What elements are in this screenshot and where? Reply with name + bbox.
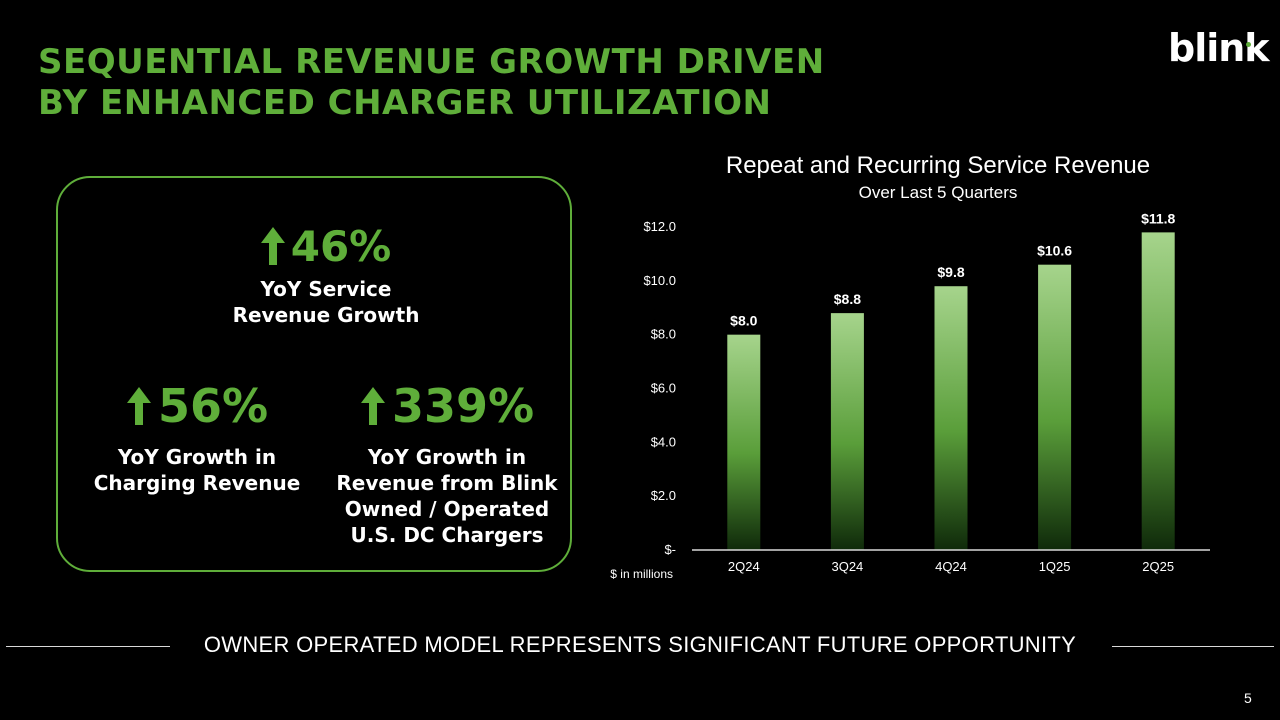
logo-dot bbox=[1246, 42, 1251, 47]
chart-title: Repeat and Recurring Service Revenue bbox=[725, 152, 1151, 179]
kpi-dc-value-row: 339% bbox=[320, 378, 574, 434]
x-tick-label: 1Q25 bbox=[1039, 559, 1071, 574]
kpi-charging-revenue: 56% YoY Growth in Charging Revenue bbox=[72, 378, 322, 496]
bar-3Q24 bbox=[830, 313, 864, 550]
y-tick-label: $10.0 bbox=[643, 273, 676, 288]
footer-rule-right bbox=[1112, 646, 1274, 647]
footer-tagline: OWNER OPERATED MODEL REPRESENTS SIGNIFIC… bbox=[203, 632, 1077, 657]
bar-4Q24 bbox=[934, 286, 968, 550]
kpi-service-value: 46% bbox=[290, 221, 392, 271]
y-tick-label: $- bbox=[664, 542, 676, 557]
data-label: $11.8 bbox=[1141, 210, 1175, 226]
x-tick-label: 3Q24 bbox=[831, 559, 863, 574]
data-label: $8.8 bbox=[834, 291, 861, 307]
kpi-dc-value: 339% bbox=[391, 379, 535, 433]
kpi-service-label: YoY Service Revenue Growth bbox=[186, 276, 466, 328]
kpi-service-label-line1: YoY Service bbox=[260, 277, 392, 301]
page-number: 5 bbox=[1244, 690, 1252, 706]
data-label: $8.0 bbox=[730, 313, 757, 329]
y-tick-label: $8.0 bbox=[651, 327, 676, 342]
chart-subtitle: Over Last 5 Quarters bbox=[858, 183, 1018, 202]
kpi-panel: 46% YoY Service Revenue Growth 56% YoY G… bbox=[56, 176, 572, 572]
y-tick-label: $2.0 bbox=[651, 488, 676, 503]
kpi-dc-label: YoY Growth in Revenue from Blink Owned /… bbox=[320, 444, 574, 548]
kpi-service-label-line2: Revenue Growth bbox=[232, 303, 420, 327]
y-tick-label: $12.0 bbox=[643, 219, 676, 234]
y-tick-label: $6.0 bbox=[651, 381, 676, 396]
kpi-charging-value-row: 56% bbox=[72, 378, 322, 434]
bar-2Q25 bbox=[1141, 232, 1175, 550]
data-label: $10.6 bbox=[1037, 243, 1072, 259]
kpi-charging-label: YoY Growth in Charging Revenue bbox=[72, 444, 322, 496]
y-tick-label: $4.0 bbox=[651, 434, 676, 449]
data-label: $9.8 bbox=[937, 264, 964, 280]
kpi-service-revenue: 46% YoY Service Revenue Growth bbox=[186, 218, 466, 328]
up-arrow-icon bbox=[360, 387, 385, 425]
kpi-charging-label-line2: Charging Revenue bbox=[93, 471, 301, 495]
kpi-dc-charger-revenue: 339% YoY Growth in Revenue from Blink Ow… bbox=[320, 378, 574, 548]
up-arrow-icon bbox=[126, 387, 151, 425]
x-tick-label: 4Q24 bbox=[935, 559, 967, 574]
x-tick-label: 2Q24 bbox=[728, 559, 760, 574]
kpi-charging-value: 56% bbox=[157, 379, 269, 433]
kpi-dc-label-line2: Revenue from Blink bbox=[336, 471, 558, 495]
bar-2Q24 bbox=[727, 334, 761, 550]
y-axis-unit-label: $ in millions bbox=[610, 567, 673, 581]
kpi-charging-label-line1: YoY Growth in bbox=[117, 445, 277, 469]
slide-title-line1: SEQUENTIAL REVENUE GROWTH DRIVEN bbox=[38, 42, 825, 82]
kpi-dc-label-line1: YoY Growth in bbox=[367, 445, 527, 469]
bar-1Q25 bbox=[1038, 264, 1072, 550]
kpi-service-value-row: 46% bbox=[186, 218, 466, 274]
slide-title: SEQUENTIAL REVENUE GROWTH DRIVEN BY ENHA… bbox=[38, 42, 825, 124]
kpi-dc-label-line3: Owned / Operated bbox=[344, 497, 550, 521]
up-arrow-icon bbox=[260, 227, 285, 265]
footer-rule-left bbox=[6, 646, 170, 647]
blink-logo: blink bbox=[1168, 26, 1270, 70]
x-tick-label: 2Q25 bbox=[1142, 559, 1174, 574]
slide-title-line2: BY ENHANCED CHARGER UTILIZATION bbox=[38, 83, 772, 123]
kpi-dc-label-line4: U.S. DC Chargers bbox=[350, 523, 544, 547]
